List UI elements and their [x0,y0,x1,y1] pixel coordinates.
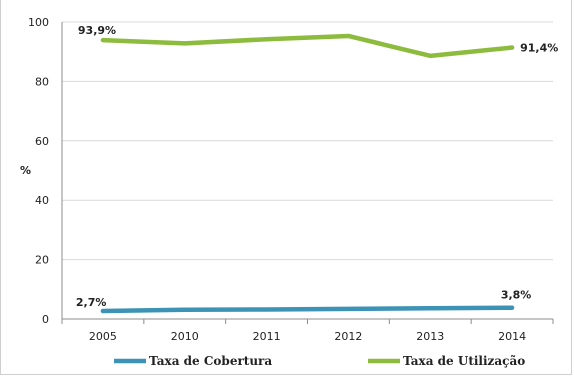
x-tick-label: 2013 [416,330,444,343]
data-labels: 2,7% 3,8% 93,9% 91,4% [76,24,558,309]
y-axis-label: % [20,164,31,177]
x-tick-label: 2005 [89,330,117,343]
y-tick-label: 80 [35,75,49,88]
legend-label: Taxa de Utilização [403,354,525,368]
y-tick-label: 60 [35,135,49,148]
x-tick-labels: 2005 2010 2011 2012 2013 2014 [89,330,526,343]
y-tick-labels: 0 20 40 60 80 100 [28,16,49,326]
y-tick-label: 100 [28,16,49,29]
y-tick-label: 40 [35,194,49,207]
x-tick-label: 2011 [253,330,281,343]
data-label: 2,7% [76,296,107,309]
legend-label: Taxa de Cobertura [149,354,272,368]
x-tick-label: 2010 [171,330,199,343]
series-line [100,305,515,314]
x-tick-label: 2014 [498,330,526,343]
x-tick-label: 2012 [334,330,362,343]
series-line [100,33,515,59]
data-label: 91,4% [520,42,558,55]
data-label: 93,9% [78,24,116,37]
y-tick-label: 0 [42,313,49,326]
series-lines [100,33,515,314]
y-tick-label: 20 [35,254,49,267]
legend: Taxa de Cobertura Taxa de Utilização [114,354,525,368]
gridlines [61,21,554,324]
data-label: 3,8% [501,289,532,302]
